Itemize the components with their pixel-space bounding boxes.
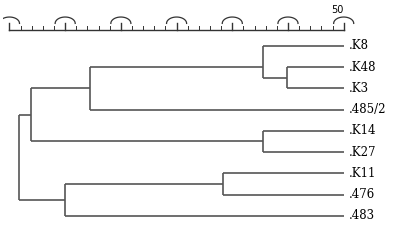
- Text: .K48: .K48: [349, 60, 376, 73]
- Text: .485/2: .485/2: [349, 103, 386, 116]
- Text: .K27: .K27: [349, 146, 376, 159]
- Text: .K14: .K14: [349, 124, 376, 137]
- Text: 50: 50: [331, 5, 344, 15]
- Text: .K11: .K11: [349, 167, 376, 180]
- Text: .K8: .K8: [349, 39, 369, 52]
- Text: .483: .483: [349, 210, 375, 222]
- Text: .K3: .K3: [349, 82, 369, 95]
- Text: .476: .476: [349, 188, 375, 201]
